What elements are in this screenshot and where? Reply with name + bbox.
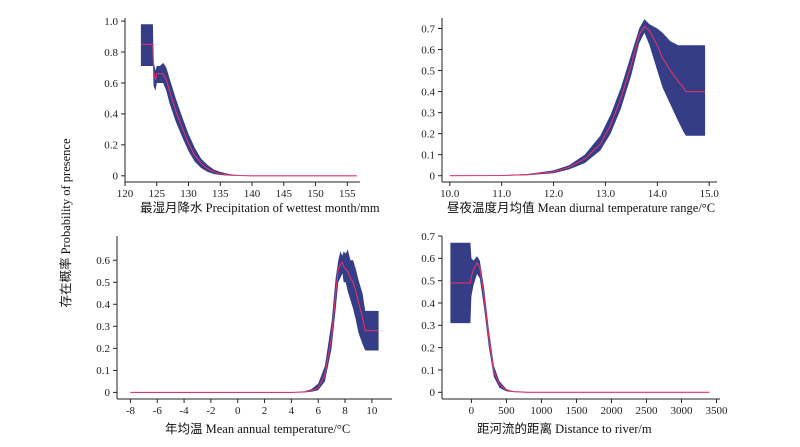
y-axis-label: 存在概率 Probability of presence bbox=[58, 138, 73, 308]
confidence-band bbox=[450, 242, 710, 393]
x-tick-label: -6 bbox=[153, 405, 163, 417]
panel-diurnal-range: 10.0 11.0 12.0 13.0 14.0 15.0 0 0.1 0.2 0.3 0.4 0.5… bbox=[421, 18, 719, 200]
panel-precipitation: 120 125 130 135 140 145 150 155 0 0.2 0.4 0.6 0.8 1.0 bbox=[104, 16, 360, 200]
x-tick-label: 500 bbox=[498, 405, 515, 417]
x-tick-label: 6 bbox=[315, 405, 321, 417]
y-tick-label: 0.6 bbox=[104, 78, 118, 90]
x-tick-label: 10 bbox=[366, 405, 378, 417]
x-tick-label: 3500 bbox=[705, 405, 728, 417]
x-tick-label: 150 bbox=[307, 188, 324, 200]
x-tick-label: 140 bbox=[244, 188, 261, 200]
mean-response-line bbox=[130, 261, 379, 393]
x-tick-label: 145 bbox=[276, 188, 293, 200]
confidence-band bbox=[140, 24, 357, 176]
y-tick-label: 0.2 bbox=[421, 342, 435, 354]
x-tick-label: 125 bbox=[149, 188, 166, 200]
y-tick-label: 0.7 bbox=[421, 231, 435, 243]
y-tick-label: 0.8 bbox=[104, 47, 118, 59]
y-tick-label: 0.1 bbox=[421, 365, 435, 377]
y-tick-label: 0.5 bbox=[421, 65, 435, 77]
x-tick-label: -2 bbox=[206, 405, 215, 417]
y-tick-label: 0 bbox=[430, 387, 436, 399]
x-tick-label: 2 bbox=[262, 405, 268, 417]
y-tick-label: 0.2 bbox=[96, 343, 110, 355]
y-tick-label: 0.4 bbox=[104, 109, 118, 121]
panel-distance-to-river-x-label: 距河流的距离 Distance to river/m bbox=[477, 421, 652, 436]
x-tick-label: 2500 bbox=[635, 405, 658, 417]
y-tick-label: 0.4 bbox=[421, 298, 435, 310]
x-tick-label: 2000 bbox=[600, 405, 623, 417]
y-tick-label: 0.4 bbox=[96, 299, 110, 311]
y-tick-label: 0.5 bbox=[96, 277, 110, 289]
x-tick-label: 3000 bbox=[670, 405, 693, 417]
y-tick-label: 0.3 bbox=[96, 321, 110, 333]
x-tick-label: 11.0 bbox=[492, 188, 511, 200]
x-tick-label: 120 bbox=[117, 188, 134, 200]
confidence-band bbox=[130, 249, 379, 393]
x-tick-label: 14.0 bbox=[648, 188, 668, 200]
panel-diurnal-range-x-label: 昼夜温度月均值 Mean diurnal temperature range/°… bbox=[447, 200, 715, 215]
x-tick-label: -4 bbox=[179, 405, 189, 417]
y-tick-label: 0.6 bbox=[96, 255, 110, 267]
x-tick-label: 10.0 bbox=[440, 188, 460, 200]
mean-response-line bbox=[140, 43, 357, 177]
panel-annual-temperature: -8 -6 -4 -2 0 2 4 6 8 10 0 0.1 0.2 0.3 0.4 0.5 0.6 bbox=[96, 236, 392, 417]
x-tick-label: 15.0 bbox=[700, 188, 720, 200]
x-tick-label: 12.0 bbox=[544, 188, 564, 200]
panel-precipitation-x-label: 最湿月降水 Precipitation of wettest month/mm bbox=[140, 200, 380, 215]
x-tick-label: 0 bbox=[469, 405, 475, 417]
y-tick-label: 0.5 bbox=[421, 275, 435, 287]
y-tick-label: 0.4 bbox=[421, 86, 435, 98]
x-tick-label: 155 bbox=[339, 188, 356, 200]
panel-distance-to-river: 0 500 1000 1500 2000 2500 3000 3500 0 0.1 0.2 0.3 0.… bbox=[421, 231, 728, 417]
x-tick-label: 135 bbox=[212, 188, 229, 200]
x-tick-label: -8 bbox=[126, 405, 136, 417]
mean-response-line bbox=[449, 25, 706, 177]
y-tick-label: 0 bbox=[113, 171, 119, 183]
x-tick-label: 4 bbox=[289, 405, 295, 417]
y-tick-label: 0 bbox=[105, 387, 111, 399]
y-tick-label: 0.1 bbox=[421, 149, 435, 161]
y-tick-label: 0.7 bbox=[421, 23, 435, 35]
x-tick-label: 13.0 bbox=[596, 188, 616, 200]
y-tick-label: 0.6 bbox=[421, 44, 435, 56]
y-tick-label: 0 bbox=[430, 170, 436, 182]
y-tick-label: 0.3 bbox=[421, 320, 435, 332]
x-tick-label: 8 bbox=[342, 405, 348, 417]
y-tick-label: 0.1 bbox=[96, 365, 110, 377]
y-tick-label: 0.2 bbox=[421, 128, 435, 140]
y-tick-label: 1.0 bbox=[104, 16, 118, 28]
y-tick-label: 0.2 bbox=[104, 140, 118, 152]
panel-annual-temperature-x-label: 年均温 Mean annual temperature/°C bbox=[165, 422, 350, 436]
confidence-band bbox=[449, 19, 706, 176]
x-tick-label: 130 bbox=[180, 188, 197, 200]
x-tick-label: 1500 bbox=[565, 405, 588, 417]
mean-response-line bbox=[450, 261, 710, 393]
x-tick-label: 0 bbox=[235, 405, 241, 417]
y-tick-label: 0.3 bbox=[421, 107, 435, 119]
x-tick-label: 1000 bbox=[530, 405, 553, 417]
y-tick-label: 0.6 bbox=[421, 253, 435, 265]
